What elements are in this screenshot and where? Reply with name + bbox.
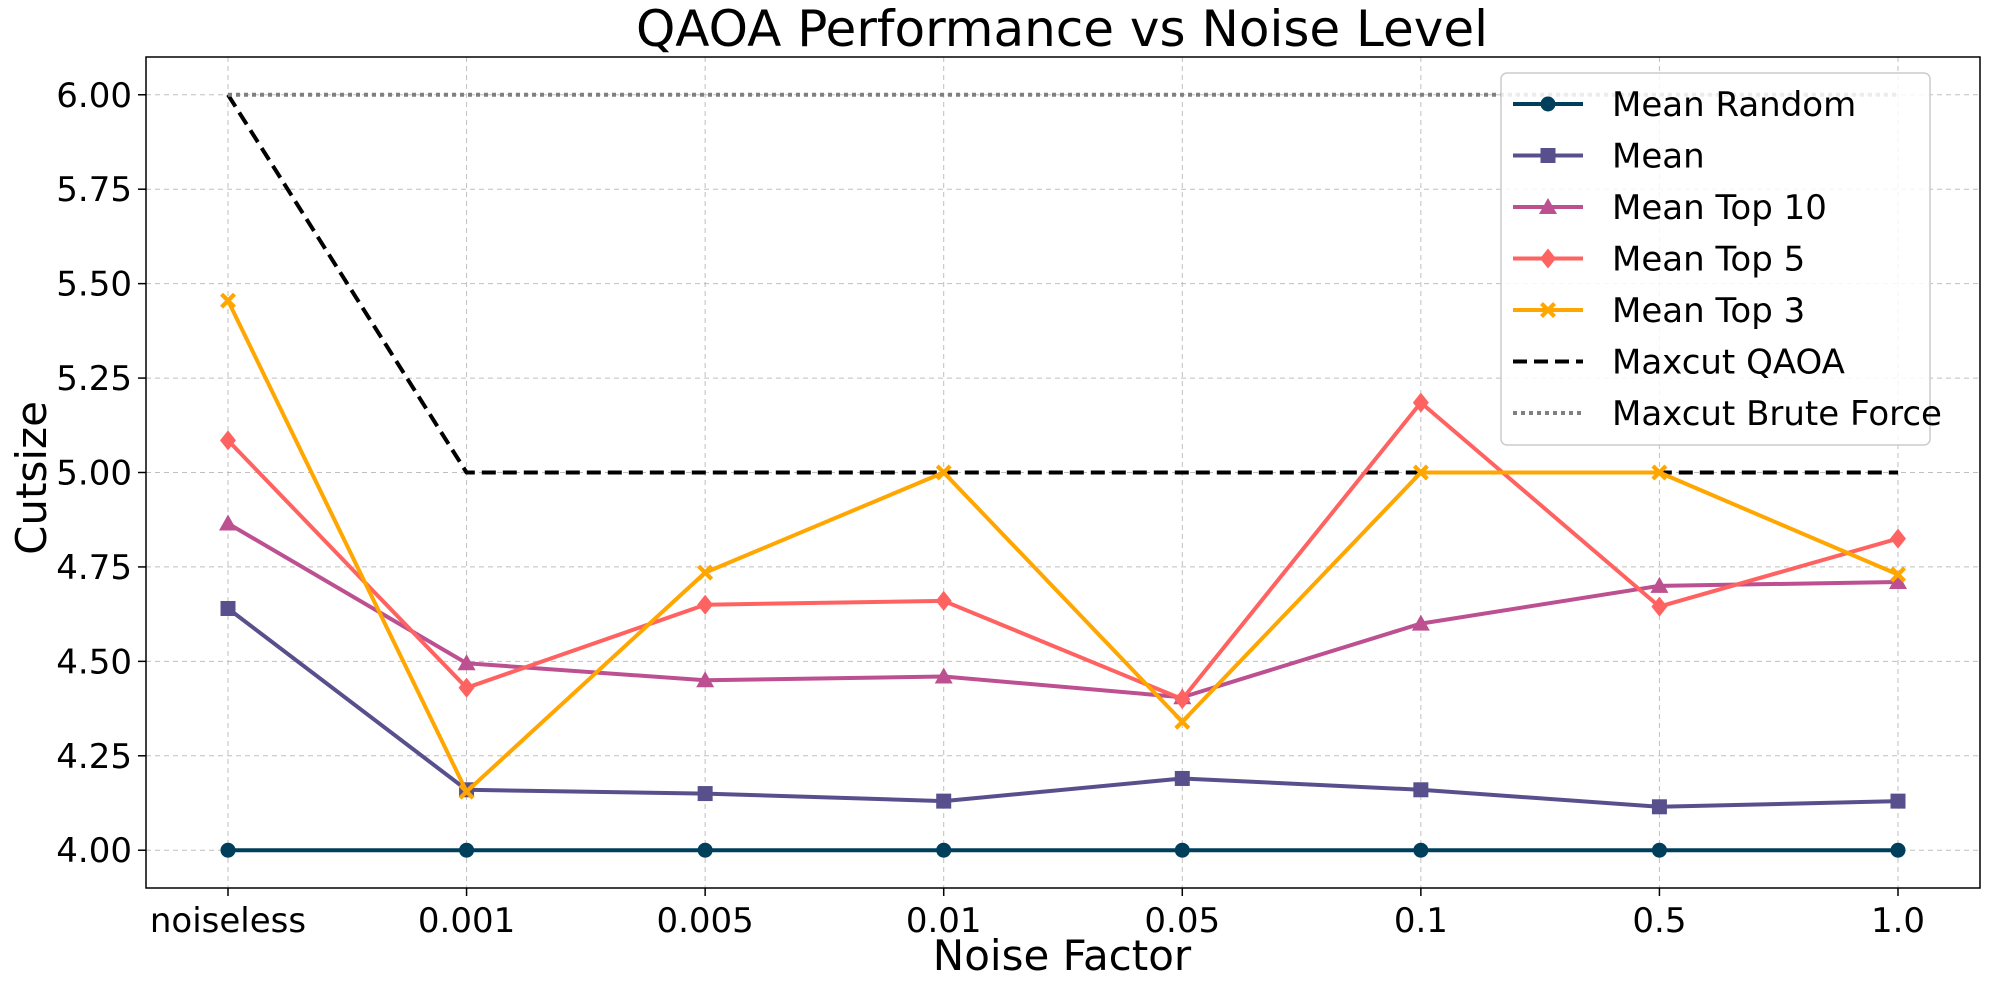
data-point	[1413, 842, 1429, 858]
x-tick-label: 0.001	[418, 901, 515, 941]
x-tick-label: 0.05	[1144, 901, 1220, 941]
legend-item: Maxcut Brute Force	[1513, 394, 1942, 434]
data-point	[1651, 842, 1667, 858]
data-point	[696, 671, 715, 688]
data-point	[1890, 842, 1906, 858]
data-point	[697, 842, 713, 858]
data-point	[1412, 392, 1429, 413]
data-point	[1651, 799, 1667, 815]
chart-title: QAOA Performance vs Noise Level	[636, 0, 1488, 58]
data-point	[220, 430, 236, 451]
data-point	[1890, 528, 1906, 549]
data-point	[697, 594, 714, 615]
series-mean-random	[220, 842, 1906, 858]
legend-label: Maxcut Brute Force	[1612, 394, 1942, 434]
series-mean-top-3	[220, 292, 1906, 800]
data-point	[1174, 770, 1190, 786]
y-axis-label: Cutsize	[7, 401, 56, 555]
data-point	[934, 667, 953, 684]
x-axis-label: Noise Factor	[933, 931, 1192, 980]
data-point	[1890, 566, 1906, 583]
series-mean	[220, 600, 1906, 815]
axes: 4.00 4.25 4.50 4.75 5.00 5.25 5.50 5.75 6.00 nois…	[56, 76, 1925, 941]
legend-marker	[1540, 302, 1556, 318]
data-point	[697, 786, 713, 802]
legend-label: Mean Top 5	[1612, 240, 1805, 280]
y-tick-label: 6.00	[56, 76, 132, 116]
legend-item: Mean Top 3	[1513, 291, 1805, 331]
data-point	[935, 464, 952, 481]
series-line	[226, 400, 1899, 702]
data-point	[936, 793, 952, 809]
y-tick-label: 4.50	[56, 642, 132, 682]
series-mean-top-5	[220, 392, 1906, 710]
data-point	[458, 677, 475, 698]
legend-item: Mean	[1513, 137, 1705, 177]
x-tick-label: 0.1	[1394, 901, 1448, 941]
legend: Mean Random Mean Mean Top 10 Mean Top 5 Mean…	[1500, 72, 1942, 446]
data-point	[220, 600, 236, 616]
x-tick-label: 0.005	[656, 901, 753, 941]
data-point	[697, 564, 714, 581]
legend-label: Mean	[1612, 137, 1705, 177]
data-point	[219, 514, 237, 531]
data-point	[1651, 464, 1668, 481]
data-point	[1411, 614, 1430, 631]
data-point	[220, 842, 236, 858]
y-tick-label: 5.00	[56, 454, 132, 494]
y-tick-label: 5.25	[56, 359, 132, 399]
series-line	[226, 606, 1899, 809]
data-point	[1890, 793, 1906, 809]
legend-item: Maxcut QAOA	[1513, 343, 1845, 383]
legend-marker	[1540, 148, 1556, 163]
legend-label: Mean Random	[1612, 85, 1856, 125]
legend-marker	[1539, 198, 1557, 214]
data-point	[1174, 842, 1190, 858]
legend-label: Mean Top 3	[1612, 291, 1805, 331]
data-point	[935, 590, 952, 611]
data-point	[457, 654, 476, 671]
data-point	[459, 842, 475, 858]
legend-item: Mean Random	[1513, 85, 1856, 125]
data-point	[458, 783, 475, 800]
x-tick-label: 0.01	[906, 901, 982, 941]
legend-marker	[1540, 96, 1556, 112]
legend-item: Mean Top 5	[1513, 240, 1805, 280]
data-point	[1174, 689, 1191, 710]
data-point	[1889, 573, 1907, 590]
data-point	[936, 842, 952, 858]
data-point	[220, 292, 236, 309]
x-tick-label: 0.5	[1632, 901, 1686, 941]
y-tick-label: 4.25	[56, 737, 132, 777]
series-line	[226, 299, 1899, 794]
legend-label: Maxcut QAOA	[1612, 343, 1845, 383]
data-point	[1412, 464, 1429, 481]
x-tick-label: 1.0	[1871, 901, 1925, 941]
data-point	[1651, 596, 1668, 617]
legend-marker	[1540, 248, 1556, 269]
y-tick-label: 5.50	[56, 265, 132, 305]
legend-label: Mean Top 10	[1612, 188, 1827, 228]
legend-item: Mean Top 10	[1513, 188, 1827, 228]
x-tick-label: noiseless	[150, 901, 306, 941]
series-group	[219, 92, 1907, 858]
legend-box	[1500, 72, 1931, 446]
y-tick-label: 4.75	[56, 548, 132, 588]
y-tick-label: 5.75	[56, 170, 132, 210]
y-tick-label: 4.00	[56, 831, 132, 871]
data-point	[1413, 782, 1429, 798]
data-point	[1174, 713, 1191, 730]
series-line	[226, 521, 1899, 700]
data-point	[1650, 576, 1669, 593]
